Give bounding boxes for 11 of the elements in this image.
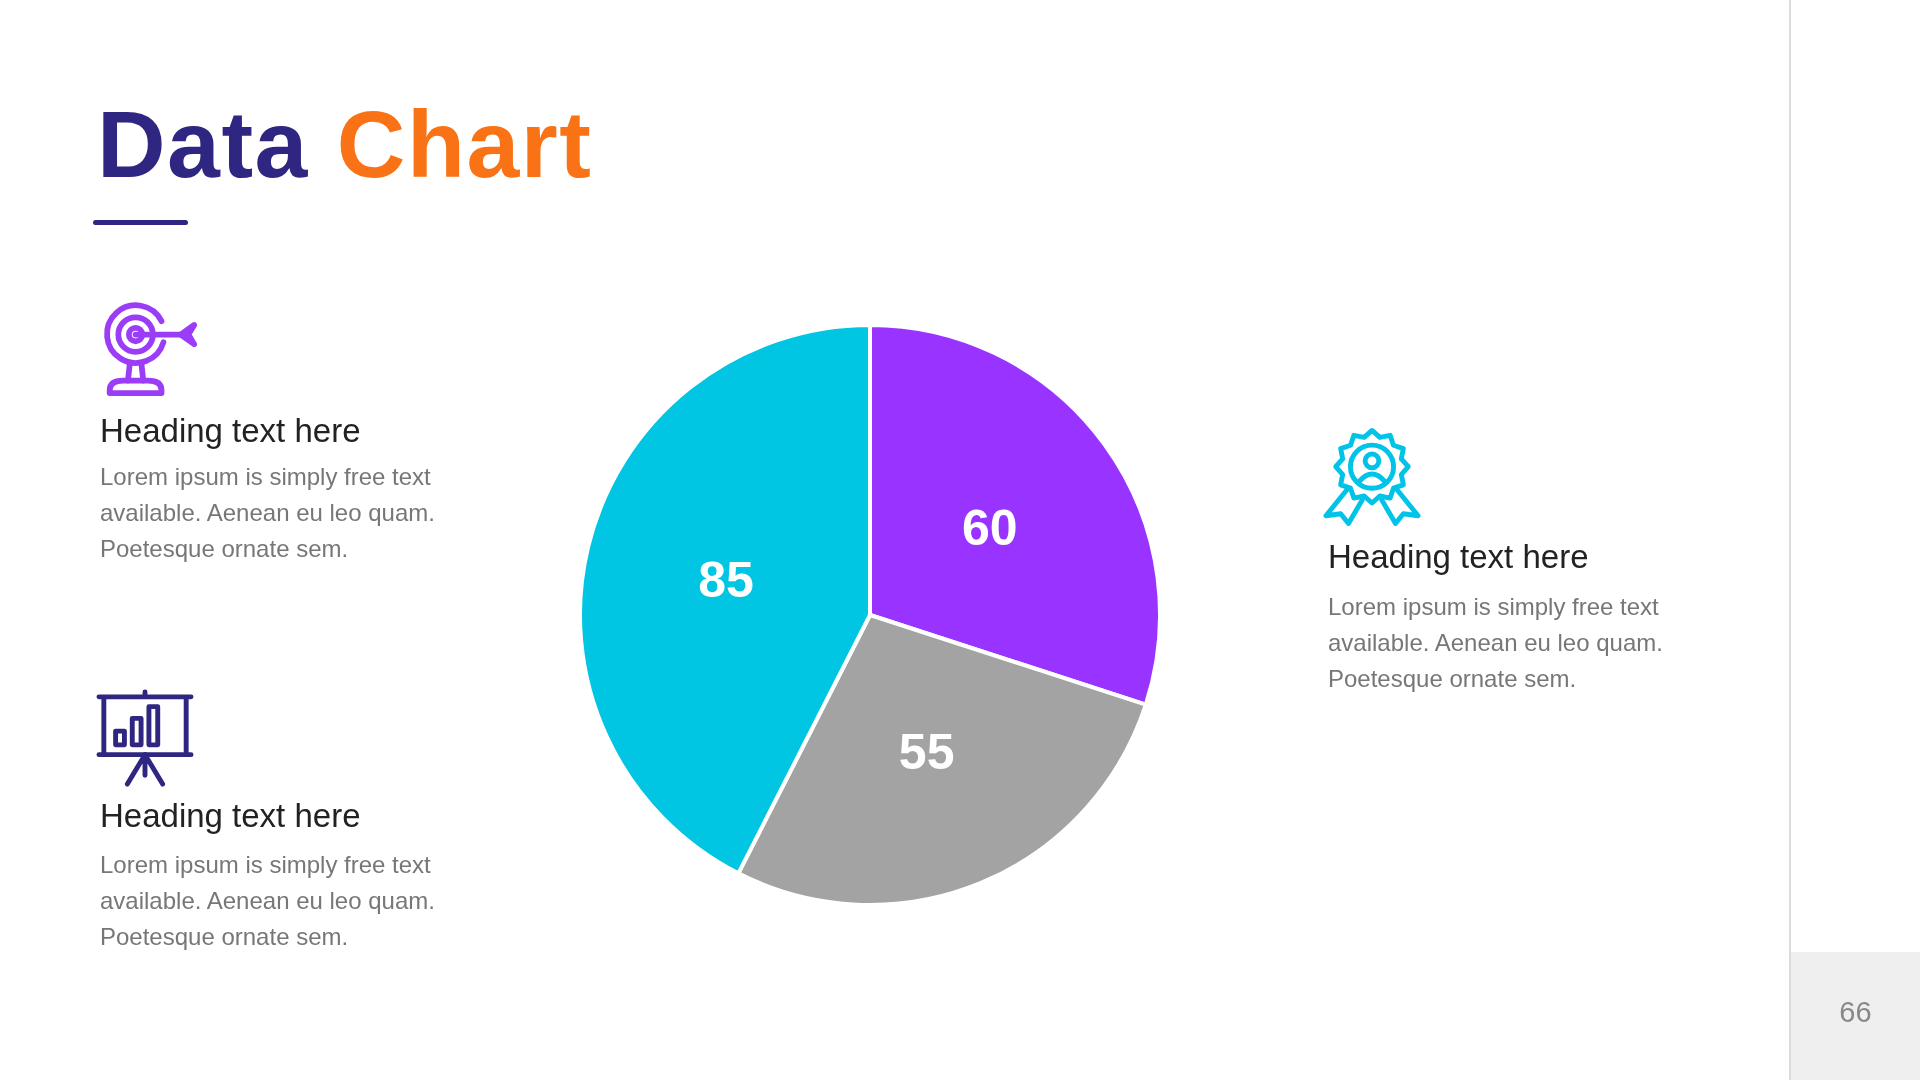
text: Heading text here (100, 412, 361, 449)
data-label: 60 (961, 500, 1018, 557)
text: Heading text here (1328, 538, 1589, 575)
data-label: 55 (898, 723, 955, 780)
text: Lorem ipsum is simply free text available. Aenean eu leo quam. Poetesque ornate sem. (100, 850, 436, 952)
chart-title: Data Chart (97, 91, 593, 197)
text: Heading text here (100, 797, 361, 834)
text: Lorem ipsum is simply free text available. Aenean eu leo quam. Poetesque ornate sem. (100, 462, 436, 564)
data-label: 85 (698, 552, 754, 609)
text: Lorem ipsum is simply free text available. Aenean eu leo quam. Poetesque ornate sem. (1328, 592, 1664, 694)
text: 66 (1838, 996, 1873, 1028)
